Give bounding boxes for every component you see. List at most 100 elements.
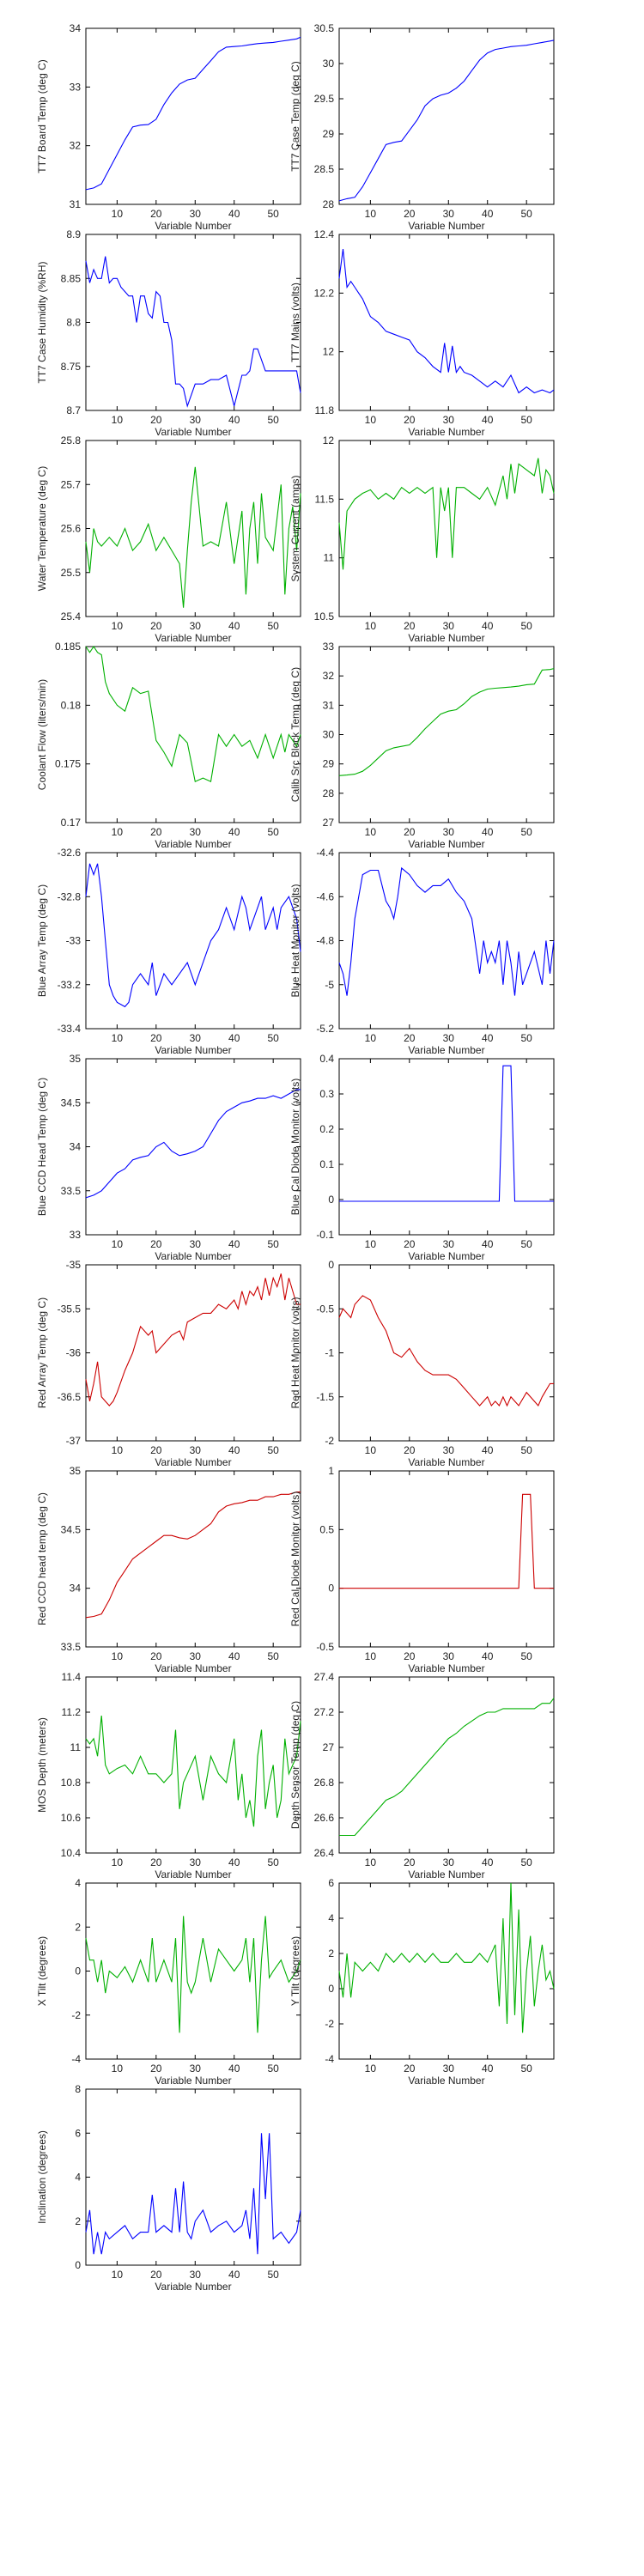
x-tick-label: 20 <box>150 1238 162 1250</box>
x-tick-label: 50 <box>521 620 533 632</box>
y-tick-label: -5.2 <box>316 1023 334 1035</box>
chart-panel: 10 20 30 40 50 33 33.5 34 34.5 35 Variable Number B… <box>36 1053 301 1262</box>
x-tick-label: 30 <box>190 208 202 220</box>
y-tick-label: 34 <box>70 1141 82 1153</box>
x-tick-label: 50 <box>268 1238 280 1250</box>
y-tick-label: -33.2 <box>58 979 82 991</box>
plot-frame <box>338 1676 555 1854</box>
chart-panel: 10 20 30 40 50 -2 -1.5 -1 -0.5 0 Variable Number Re… <box>289 1259 555 1468</box>
x-axis-label: Variable Number <box>408 1456 484 1468</box>
x-axis-label: Variable Number <box>155 838 231 850</box>
y-axis-label: Red CCD head temp (deg C) <box>36 1492 48 1625</box>
x-tick-label: 40 <box>482 1650 494 1662</box>
y-tick-label: 34 <box>70 22 82 34</box>
x-tick-label: 40 <box>482 2063 494 2075</box>
x-tick-label: 50 <box>521 826 533 838</box>
x-tick-label: 40 <box>228 1238 240 1250</box>
y-tick-label: 25.8 <box>61 434 82 447</box>
x-tick-label: 10 <box>365 1032 377 1044</box>
chart-panel: 10 20 30 40 50 28 28.5 29 29.5 30 30.5 Variable Num… <box>289 22 555 232</box>
x-tick-label: 20 <box>150 1856 162 1868</box>
x-tick-label: 20 <box>150 620 162 632</box>
y-tick-label: -0.5 <box>316 1303 334 1315</box>
y-tick-label: 33 <box>323 641 335 653</box>
y-axis-label: MOS Depth (meters) <box>36 1717 48 1813</box>
y-axis-label: Inclination (degrees) <box>36 2130 48 2224</box>
x-tick-label: 20 <box>404 1444 416 1456</box>
y-axis-label: TT7 Case Temp (deg C) <box>289 61 301 172</box>
y-tick-label: 32 <box>323 670 335 682</box>
x-tick-label: 40 <box>482 414 494 426</box>
series-line <box>338 1295 554 1407</box>
x-tick-label: 50 <box>268 620 280 632</box>
x-tick-label: 30 <box>443 1032 455 1044</box>
plot-frame <box>85 1264 301 1442</box>
y-axis-label: Blue Cal Diode Monitor (volts) <box>289 1078 301 1215</box>
chart-panel: 10 20 30 40 50 10.4 10.6 10.8 11 11.2 11.4 Variable… <box>36 1671 301 1880</box>
x-tick-label: 40 <box>228 1032 240 1044</box>
x-tick-label: 20 <box>404 1650 416 1662</box>
chart-panel: 10 20 30 40 50 -37 -36.5 -36 -35.5 -35 Variable Nu… <box>36 1259 301 1468</box>
x-tick-label: 50 <box>268 208 280 220</box>
plot-frame <box>338 852 555 1030</box>
x-tick-label: 20 <box>404 2063 416 2075</box>
y-tick-label: 0 <box>75 2259 81 2271</box>
y-axis-label: X Tilt (degrees) <box>36 1936 48 2006</box>
y-tick-label: 29 <box>323 128 335 140</box>
x-tick-label: 10 <box>365 620 377 632</box>
x-tick-label: 20 <box>404 826 416 838</box>
y-tick-label: 27.2 <box>314 1706 335 1718</box>
x-axis-label: Variable Number <box>408 632 484 644</box>
x-tick-label: 40 <box>228 208 240 220</box>
x-tick-label: 20 <box>150 2269 162 2281</box>
series-line <box>338 1882 555 2033</box>
y-tick-label: -32.6 <box>58 847 82 859</box>
x-tick-label: 40 <box>228 2269 240 2281</box>
y-tick-label: 35 <box>70 1053 82 1065</box>
y-tick-label: -32.8 <box>58 890 82 902</box>
y-tick-label: 25.5 <box>61 567 82 579</box>
x-tick-label: 30 <box>443 2063 455 2075</box>
chart-panel: 10 20 30 40 50 27 28 29 30 31 32 33 Variable Number C… <box>289 641 555 850</box>
y-tick-label: 8.7 <box>66 404 81 416</box>
y-tick-label: -0.5 <box>316 1641 334 1653</box>
x-tick-label: 10 <box>112 1650 124 1662</box>
y-tick-label: 0.1 <box>319 1158 334 1170</box>
y-axis-label: Calib Src Block Temp (deg C) <box>289 667 301 802</box>
x-axis-label: Variable Number <box>408 426 484 438</box>
y-tick-label: 10.6 <box>61 1812 82 1824</box>
x-tick-label: 50 <box>268 1032 280 1044</box>
x-tick-label: 30 <box>443 208 455 220</box>
y-axis-label: Blue CCD Head Temp (deg C) <box>36 1078 48 1216</box>
plot-frame <box>85 852 301 1030</box>
x-tick-label: 20 <box>150 1032 162 1044</box>
y-axis-label: Depth Sensor Temp (deg C) <box>289 1701 301 1829</box>
x-tick-label: 10 <box>365 208 377 220</box>
y-tick-label: -5 <box>325 979 334 991</box>
x-axis-label: Variable Number <box>408 1868 484 1880</box>
y-tick-label: 33 <box>70 1229 82 1241</box>
chart-panel: 10 20 30 40 50 -4 -2 0 2 4 Variable Number X Tilt (… <box>36 1877 301 2087</box>
x-tick-label: 40 <box>482 1856 494 1868</box>
x-tick-label: 30 <box>190 2269 202 2281</box>
x-tick-label: 30 <box>190 620 202 632</box>
y-tick-label: -1.5 <box>316 1391 334 1403</box>
y-tick-label: -0.1 <box>316 1229 334 1241</box>
series-line <box>85 1716 301 1827</box>
y-tick-label: 34.5 <box>61 1097 82 1109</box>
x-tick-label: 10 <box>112 1032 124 1044</box>
x-tick-label: 10 <box>365 1650 377 1662</box>
chart-panel: 10 20 30 40 50 26.4 26.6 26.8 27 27.2 27.4 Variable… <box>289 1671 555 1880</box>
y-tick-label: 0 <box>328 1983 334 1995</box>
y-tick-label: -4 <box>325 2053 334 2065</box>
y-tick-label: -35 <box>66 1259 82 1271</box>
x-tick-label: 30 <box>190 1856 202 1868</box>
series-line <box>85 1916 301 2033</box>
x-tick-label: 20 <box>404 1238 416 1250</box>
y-tick-label: -37 <box>66 1435 82 1447</box>
plot-frame <box>85 646 301 823</box>
chart-panel: 10 20 30 40 50 11.8 12 12.2 12.4 Variable Number T… <box>289 228 555 438</box>
plot-frame <box>85 1882 301 2060</box>
y-tick-label: 0.5 <box>319 1523 334 1535</box>
